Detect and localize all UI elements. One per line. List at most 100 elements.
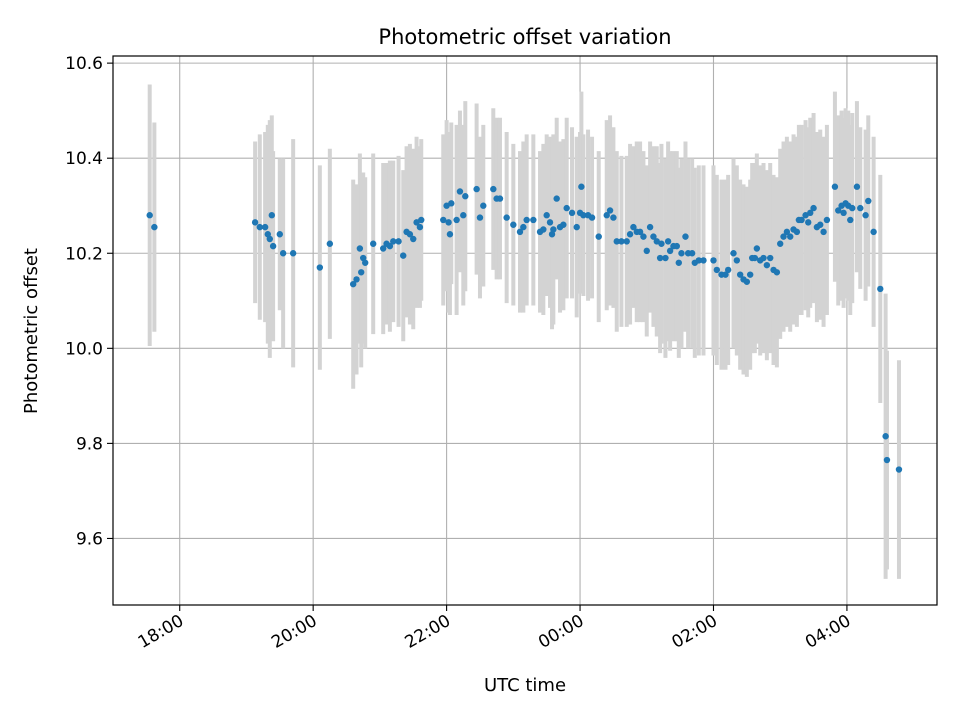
data-point	[746, 271, 754, 278]
data-point	[370, 240, 377, 247]
data-point	[870, 228, 877, 236]
data-point	[490, 185, 497, 193]
data-point	[763, 261, 771, 269]
data-point	[462, 193, 469, 200]
data-point	[773, 269, 781, 276]
y-tick-label: 10.0	[65, 339, 103, 359]
data-point	[553, 195, 560, 202]
data-point	[724, 266, 732, 274]
data-point	[279, 250, 287, 257]
y-tick-label: 10.6	[65, 54, 103, 74]
chart-title: Photometric offset variation	[378, 25, 671, 49]
data-point	[688, 250, 696, 257]
data-point	[675, 259, 682, 266]
data-point	[546, 219, 554, 226]
x-axis-label: UTC time	[484, 675, 566, 696]
data-point	[835, 207, 842, 214]
data-point	[578, 183, 585, 190]
data-point	[643, 247, 650, 255]
data-point	[658, 240, 665, 247]
data-point	[386, 242, 394, 250]
data-point	[751, 254, 759, 262]
data-point	[440, 216, 447, 224]
data-point	[316, 264, 324, 271]
data-point	[678, 250, 685, 257]
data-point	[831, 183, 839, 190]
data-point	[730, 250, 737, 257]
data-point	[503, 214, 510, 221]
data-point	[573, 223, 580, 231]
data-point	[356, 245, 364, 252]
data-point	[610, 214, 617, 221]
y-tick-label: 9.6	[76, 529, 103, 549]
data-points	[146, 183, 903, 473]
data-point	[618, 238, 625, 245]
data-point	[666, 247, 674, 255]
data-point	[406, 231, 414, 238]
data-point	[563, 204, 570, 212]
data-point	[810, 204, 817, 212]
data-point	[807, 209, 814, 217]
data-point	[849, 204, 856, 212]
data-point	[289, 250, 297, 257]
data-point	[266, 235, 273, 243]
data-point	[700, 257, 707, 264]
data-point	[276, 231, 284, 238]
data-point	[380, 245, 387, 252]
data-point	[349, 280, 357, 288]
x-tick-label: 22:00	[402, 611, 454, 653]
data-point	[783, 228, 791, 236]
data-point	[560, 221, 567, 228]
x-tick-label: 04:00	[802, 611, 854, 653]
data-point	[362, 259, 369, 266]
x-tick-label: 02:00	[669, 611, 721, 653]
data-point	[787, 233, 794, 240]
data-point	[400, 252, 407, 259]
data-point	[395, 238, 402, 245]
data-point	[269, 242, 277, 250]
data-point	[595, 233, 602, 240]
data-point	[682, 233, 689, 240]
data-point	[510, 221, 517, 228]
data-point	[268, 212, 275, 219]
plot-area-frame	[112, 55, 938, 606]
data-point	[865, 197, 872, 205]
data-point	[251, 219, 259, 226]
data-point	[840, 209, 847, 217]
data-point	[766, 254, 774, 262]
data-point	[480, 202, 487, 209]
data-point	[853, 183, 861, 190]
data-point	[882, 433, 889, 440]
data-point	[760, 254, 767, 262]
data-point	[780, 233, 787, 240]
data-point	[448, 200, 455, 207]
y-tick-label: 10.4	[65, 149, 103, 169]
data-point	[733, 257, 741, 264]
y-tick-label: 10.2	[65, 244, 103, 264]
data-point	[261, 223, 269, 231]
data-point	[623, 238, 630, 245]
data-point	[523, 216, 530, 224]
data-point	[496, 195, 504, 202]
data-point	[520, 223, 527, 231]
data-point	[777, 240, 784, 247]
data-point	[146, 212, 153, 219]
data-point	[877, 285, 884, 293]
data-point	[456, 188, 464, 195]
y-tick-label: 9.8	[76, 434, 103, 454]
data-point	[857, 204, 864, 212]
x-tick-label: 20:00	[268, 611, 320, 653]
data-point	[550, 226, 557, 233]
data-point	[580, 212, 587, 219]
x-tick-label: 00:00	[535, 611, 587, 653]
data-point	[630, 223, 637, 231]
data-point	[883, 456, 891, 464]
data-point	[256, 223, 263, 231]
data-point	[358, 269, 365, 276]
data-point	[151, 223, 158, 231]
data-point	[453, 216, 460, 224]
data-point	[817, 221, 824, 228]
data-point	[650, 233, 657, 240]
data-point	[753, 245, 761, 252]
data-point	[568, 209, 576, 217]
